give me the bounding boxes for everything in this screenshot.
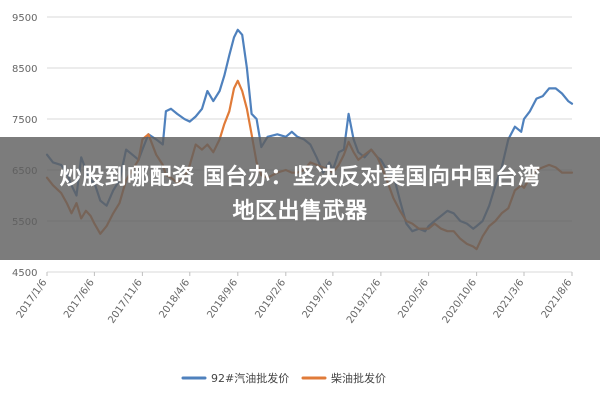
- x-tick-label: 2017/11/6: [106, 277, 144, 325]
- x-tick-label: 2018/4/6: [157, 277, 192, 320]
- headline-line-2: 地区出售武器: [232, 199, 368, 224]
- x-tick-label: 2021/8/6: [540, 277, 575, 320]
- headline: 炒股到哪配资 国台办：坚决反对美国向中国台湾 地区出售武器: [0, 161, 600, 229]
- legend-label-1: 92#汽油批发价: [211, 371, 289, 385]
- x-tick-label: 2018/9/6: [205, 277, 240, 320]
- x-tick-label: 2019/7/6: [301, 277, 336, 320]
- x-tick-label: 2020/10/6: [441, 277, 479, 325]
- x-tick-label: 2017/6/6: [62, 277, 97, 320]
- y-tick-label: 4500: [12, 268, 37, 279]
- x-tick-label: 2021/3/6: [492, 277, 527, 320]
- legend: 92#汽油批发价 柴油批发价: [181, 371, 386, 385]
- x-axis-tick-labels: 2017/1/6 2017/6/6 2017/11/6 2018/4/6 2018/9/…: [15, 272, 575, 326]
- y-tick-label: 7500: [12, 115, 37, 126]
- headline-line-1: 炒股到哪配资 国台办：坚决反对美国向中国台湾: [59, 165, 541, 190]
- y-tick-label: 8500: [12, 64, 37, 75]
- x-tick-label: 2017/1/6: [15, 277, 50, 320]
- x-tick-label: 2020/5/6: [396, 277, 431, 320]
- headline-overlay: [0, 137, 600, 260]
- x-tick-label: 2019/12/6: [345, 277, 383, 325]
- y-tick-label: 9500: [12, 13, 37, 24]
- x-tick-label: 2019/2/6: [253, 277, 288, 320]
- legend-label-2: 柴油批发价: [331, 371, 386, 385]
